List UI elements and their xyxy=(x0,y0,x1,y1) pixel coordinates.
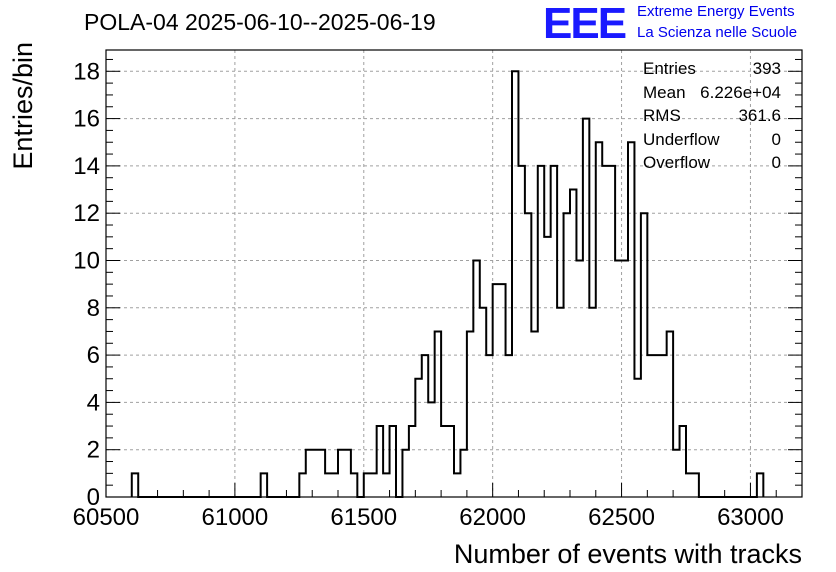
stat-value-rms: 361.6 xyxy=(738,106,781,125)
plot-frame xyxy=(105,49,803,498)
axis-ticks xyxy=(105,58,803,498)
y-tick-label: 18 xyxy=(73,58,100,85)
stat-value-mean: 6.226e+04 xyxy=(700,82,781,102)
stat-value-entries: 393 xyxy=(752,59,781,78)
x-tick-label: 60500 xyxy=(73,504,140,531)
y-tick-labels: 0 2 4 6 8 10 12 14 16 18 xyxy=(73,58,100,511)
y-tick-label: 10 xyxy=(73,247,100,274)
x-tick-label: 61500 xyxy=(330,504,397,531)
stat-row-mean: Mean 6.226e+04 xyxy=(643,83,781,107)
y-tick-label: 2 xyxy=(87,437,100,464)
stat-row-rms: RMS 361.6 xyxy=(643,106,781,130)
stat-label-rms: RMS xyxy=(643,106,681,125)
y-tick-label: 0 xyxy=(87,484,100,511)
x-tick-label: 62500 xyxy=(588,504,655,531)
y-axis-label: Entries/bin xyxy=(8,42,38,170)
x-tick-label: 61000 xyxy=(202,504,269,531)
stat-label-mean: Mean xyxy=(643,82,686,102)
x-tick-label: 63000 xyxy=(717,504,784,531)
stat-row-entries: Entries 393 xyxy=(643,59,781,83)
y-tick-label: 8 xyxy=(87,295,100,322)
eee-logo: EEE xyxy=(543,0,627,48)
chart-title: POLA-04 2025-06-10--2025-06-19 xyxy=(84,9,436,35)
stat-label-overflow: Overflow xyxy=(643,153,711,172)
stats-box: Entries 393 Mean 6.226e+04 RMS 361.6 Und… xyxy=(643,59,781,177)
stat-label-entries: Entries xyxy=(643,59,696,78)
y-tick-label: 12 xyxy=(73,200,100,227)
stat-label-underflow: Underflow xyxy=(643,129,720,149)
stat-value-underflow: 0 xyxy=(771,129,781,149)
y-tick-label: 16 xyxy=(73,106,100,133)
y-tick-label: 4 xyxy=(87,389,100,416)
x-tick-labels: 60500 61000 61500 62000 62500 63000 xyxy=(73,504,784,531)
x-axis-label: Number of events with tracks xyxy=(454,539,802,569)
logo-line-2: La Scienza nelle Scuole xyxy=(637,24,798,41)
logo-line-1: Extreme Energy Events xyxy=(637,3,795,20)
x-tick-label: 62000 xyxy=(459,504,526,531)
stat-row-overflow: Overflow 0 xyxy=(643,153,781,177)
y-tick-label: 6 xyxy=(87,342,100,369)
stat-row-underflow: Underflow 0 xyxy=(643,130,781,154)
stat-value-overflow: 0 xyxy=(771,153,781,172)
y-tick-label: 14 xyxy=(73,153,100,180)
